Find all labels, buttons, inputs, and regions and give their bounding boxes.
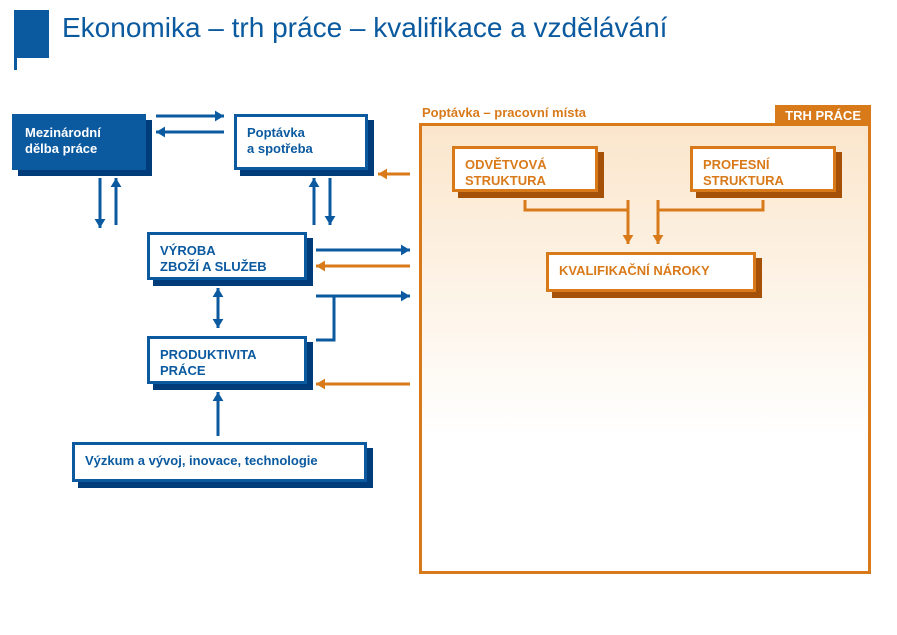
node-odv: ODVĚTVOVÁ STRUKTURA [452,146,604,198]
node-mez: Mezinárodní dělba práce [12,114,152,176]
node-vvit: Výzkum a vývoj, inovace, technologie [72,442,373,488]
node-vyr: VÝROBA ZBOŽÍ A SLUŽEB [147,232,313,286]
node-prof: PROFESNÍ STRUKTURA [690,146,842,198]
arrows-layer [0,0,897,635]
node-prod: PRODUKTIVITA PRÁCE [147,336,313,390]
node-kval: KVALIFIKAČNÍ NÁROKY [546,252,762,298]
node-pop: Poptávka a spotřeba [234,114,374,176]
